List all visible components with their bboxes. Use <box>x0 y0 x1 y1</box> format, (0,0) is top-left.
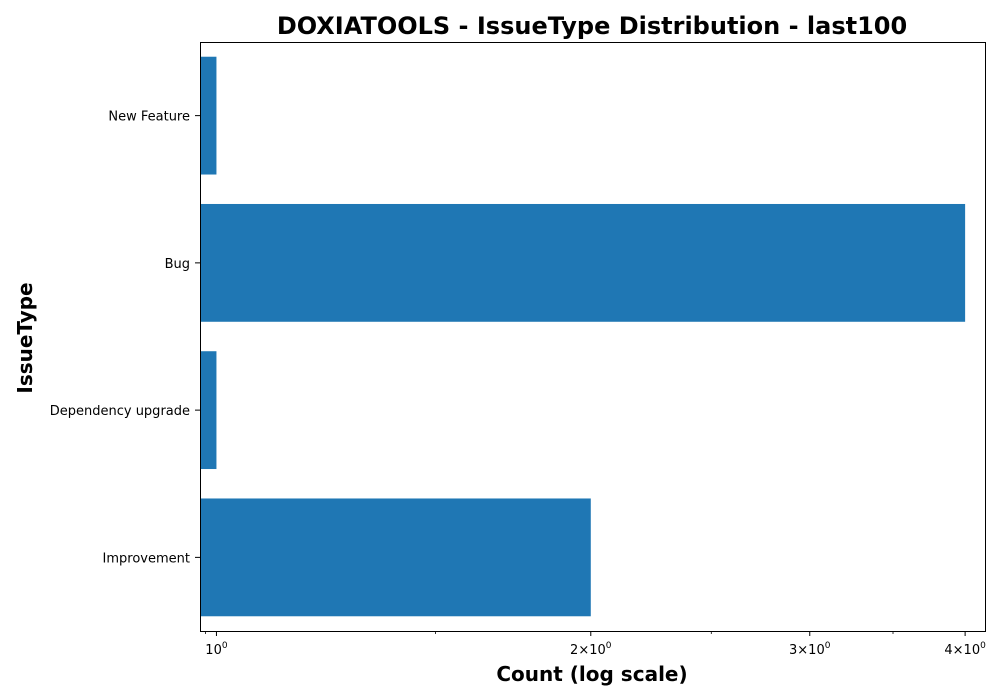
x-ticks-group: 100 2×100 3×100 4×100 <box>205 631 986 658</box>
y-tick-label: Improvement <box>103 551 190 566</box>
x-axis-label: Count (log scale) <box>496 662 687 686</box>
y-tick-label: Bug <box>165 257 190 272</box>
x-tick-label: 3×100 <box>789 641 831 658</box>
bar-dependency-upgrade <box>200 351 217 470</box>
y-ticks-group: New Feature Bug Dependency upgrade Improvem… <box>50 110 200 566</box>
bar-bug <box>200 203 966 322</box>
bar-improvement <box>200 498 591 617</box>
x-tick-label: 2×100 <box>570 641 612 658</box>
x-tick-label: 100 <box>205 641 228 658</box>
chart-title: DOXIATOOLS - IssueType Distribution - la… <box>277 12 907 40</box>
y-axis-label: IssueType <box>13 282 37 393</box>
bar-new-feature <box>200 56 217 175</box>
bars-group <box>200 56 966 617</box>
y-tick-label: Dependency upgrade <box>50 404 190 419</box>
plot-frame <box>200 42 986 632</box>
x-tick-label: 4×100 <box>944 641 986 658</box>
y-tick-label: New Feature <box>108 110 190 125</box>
